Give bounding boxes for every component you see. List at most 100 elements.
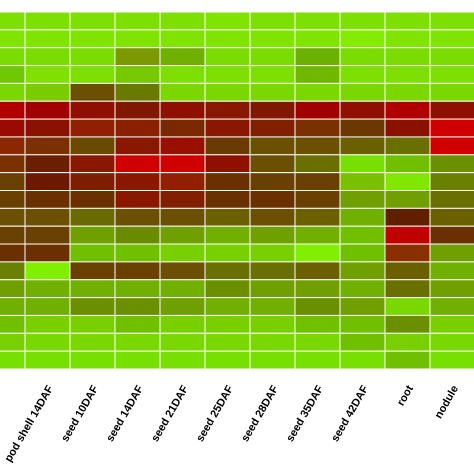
heatmap-cell: [384, 172, 431, 191]
heatmap-cell: [24, 65, 71, 84]
heatmap-cell: [339, 136, 386, 156]
heatmap-cell: [339, 100, 386, 120]
heatmap-cell: [384, 261, 431, 281]
heatmap-cell: [69, 100, 116, 120]
heatmap-cell: [69, 225, 116, 245]
heatmap-cell: [114, 207, 161, 227]
heatmap-cell: [114, 11, 161, 31]
heatmap-cell: [384, 207, 431, 227]
heatmap-cell: [429, 154, 474, 174]
x-tick-label: seed 35DAF: [284, 383, 326, 444]
heatmap-cell: [159, 243, 206, 263]
heatmap-cell: [384, 332, 431, 352]
heatmap-cell: [24, 136, 71, 156]
heatmap-cell: [159, 261, 206, 281]
heatmap-cell: [24, 207, 71, 227]
heatmap-cell: [249, 100, 296, 120]
heatmap-cell: [294, 243, 341, 263]
heatmap-cell: [0, 154, 26, 174]
heatmap-cell: [339, 172, 386, 191]
heatmap-cell: [429, 65, 474, 84]
heatmap-cell: [0, 82, 26, 102]
heatmap-cell: [0, 172, 26, 191]
heatmap-cell: [204, 350, 251, 370]
heatmap-cell: [384, 279, 431, 299]
heatmap-cell: [69, 118, 116, 138]
x-tick-label: root: [395, 383, 416, 408]
heatmap-cell: [339, 261, 386, 281]
heatmap-cell: [339, 11, 386, 31]
heatmap-cell: [384, 47, 431, 67]
heatmap-cell: [69, 279, 116, 299]
heatmap-cell: [294, 261, 341, 281]
heatmap-cell: [384, 136, 431, 156]
heatmap-cell: [429, 82, 474, 102]
heatmap-cell: [429, 136, 474, 156]
heatmap-cell: [69, 82, 116, 102]
heatmap-cell: [159, 65, 206, 84]
x-tick-label: seed 10DAF: [59, 383, 101, 444]
heatmap-cell: [69, 261, 116, 281]
heatmap-cell: [204, 47, 251, 67]
heatmap-cell: [294, 118, 341, 138]
heatmap-cell: [24, 261, 71, 281]
heatmap-cell: [204, 332, 251, 352]
heatmap-cell: [69, 314, 116, 334]
heatmap-cell: [0, 136, 26, 156]
heatmap-cell: [69, 190, 116, 209]
heatmap-cell: [0, 207, 26, 227]
heatmap-cell: [294, 82, 341, 102]
heatmap-cell: [114, 297, 161, 316]
heatmap-cell: [24, 350, 71, 370]
heatmap-cell: [429, 332, 474, 352]
heatmap-cell: [294, 11, 341, 31]
heatmap-cell: [159, 190, 206, 209]
heatmap-cell: [204, 243, 251, 263]
heatmap-cell: [249, 332, 296, 352]
x-tick-label: seed 28DAF: [239, 383, 281, 444]
heatmap-cell: [249, 261, 296, 281]
heatmap-cell: [114, 154, 161, 174]
heatmap-cell: [339, 279, 386, 299]
heatmap-cell: [339, 225, 386, 245]
heatmap-cell: [429, 190, 474, 209]
heatmap-cell: [159, 279, 206, 299]
heatmap-cell: [0, 100, 26, 120]
heatmap-cell: [204, 190, 251, 209]
heatmap-cell: [294, 190, 341, 209]
heatmap-cell: [339, 154, 386, 174]
heatmap-cell: [429, 11, 474, 31]
heatmap-cell: [429, 47, 474, 67]
heatmap-cell: [24, 243, 71, 263]
heatmap-cell: [204, 29, 251, 49]
heatmap-cell: [24, 29, 71, 49]
heatmap-cell: [69, 11, 116, 31]
heatmap-cell: [294, 136, 341, 156]
heatmap-cell: [24, 279, 71, 299]
heatmap-cell: [249, 225, 296, 245]
heatmap-cell: [339, 47, 386, 67]
heatmap-cell: [249, 172, 296, 191]
heatmap-cell: [339, 243, 386, 263]
heatmap-cell: [24, 172, 71, 191]
heatmap-cell: [114, 350, 161, 370]
x-tick-label: nodule: [433, 384, 461, 421]
heatmap-cell: [249, 47, 296, 67]
heatmap-cell: [429, 279, 474, 299]
heatmap-cell: [159, 225, 206, 245]
heatmap-cell: [204, 65, 251, 84]
heatmap-cell: [204, 136, 251, 156]
heatmap-cell: [384, 154, 431, 174]
heatmap-cell: [384, 297, 431, 316]
heatmap-cell: [204, 11, 251, 31]
heatmap-cell: [339, 82, 386, 102]
heatmap-cell: [159, 332, 206, 352]
heatmap-cell: [249, 279, 296, 299]
x-tick-label: seed 21DAF: [149, 383, 191, 444]
heatmap-cell: [159, 11, 206, 31]
heatmap-cell: [384, 118, 431, 138]
x-tick-label: pod shell 14DAF: [3, 383, 57, 464]
heatmap-cell: [384, 82, 431, 102]
heatmap-cell: [249, 136, 296, 156]
heatmap-cell: [159, 47, 206, 67]
